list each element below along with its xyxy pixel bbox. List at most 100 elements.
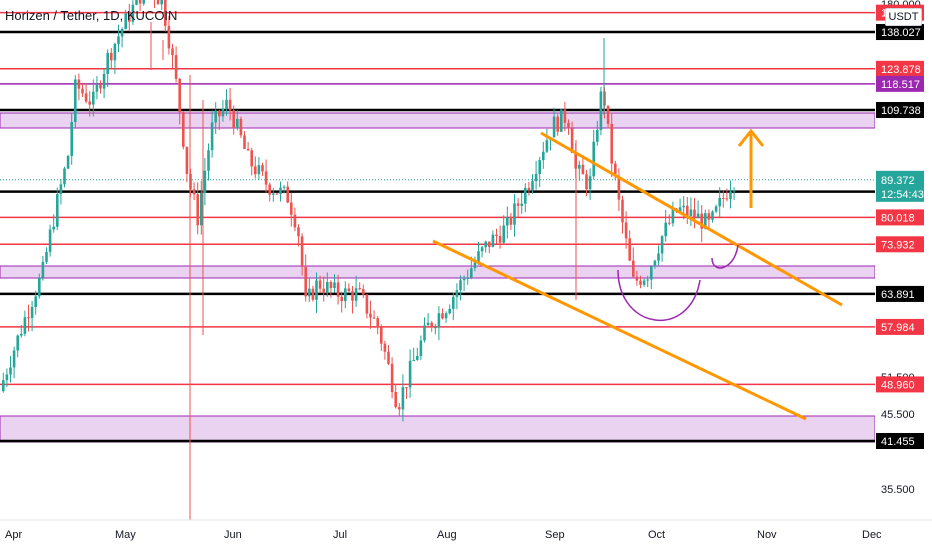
target-arrow-head <box>737 128 765 147</box>
candle-body <box>27 317 30 319</box>
chart-title: Horizen / Tether, 1D, KUCOIN <box>5 8 178 23</box>
candle-body <box>545 140 549 152</box>
candle-body <box>102 73 106 89</box>
candle-body <box>218 110 221 117</box>
candle-body <box>473 262 477 269</box>
candle-body <box>106 52 109 74</box>
candle-body <box>462 278 466 281</box>
candle-body <box>729 191 732 200</box>
candle-body <box>495 234 498 237</box>
candle-body <box>502 225 505 243</box>
level-price-label: 73.932 <box>881 239 915 251</box>
level-price-label: 80.018 <box>881 212 915 224</box>
level-price-label: 138.027 <box>881 27 921 39</box>
candle-body <box>527 187 531 191</box>
candle-body <box>531 181 534 191</box>
candle-body <box>437 313 441 328</box>
candle-body <box>124 13 127 30</box>
candle-body <box>542 151 545 161</box>
candle-body <box>419 340 423 357</box>
candle-body <box>228 99 232 111</box>
level-price-badge <box>876 102 924 119</box>
candle-body <box>534 173 538 182</box>
candle-body <box>135 0 138 5</box>
candle-body <box>552 116 556 138</box>
candle-body <box>678 207 682 212</box>
candle-body <box>689 209 693 217</box>
level-price-badge <box>876 60 924 77</box>
candle-body <box>732 190 736 192</box>
candle-body <box>426 322 430 326</box>
candle-body <box>171 48 174 56</box>
candle-body <box>444 313 448 319</box>
candle-body <box>250 150 253 167</box>
candle-body <box>632 260 635 277</box>
candle-body <box>48 229 52 252</box>
candle-body <box>599 91 603 130</box>
time-tick-label: Jun <box>224 529 242 541</box>
candle-body <box>182 112 185 147</box>
level-price-badge <box>876 75 924 92</box>
candle-body <box>322 288 325 294</box>
level-price-badge <box>876 318 924 335</box>
candle-body <box>2 380 5 392</box>
level-price-badge <box>876 433 924 449</box>
level-price-label: 109.738 <box>881 105 921 117</box>
candle-body <box>254 166 257 175</box>
time-tick-label: Oct <box>648 529 665 541</box>
candle-body <box>315 280 318 300</box>
zone-band <box>0 415 876 443</box>
candle-body <box>297 227 300 237</box>
candle-body <box>718 197 721 207</box>
candle-body <box>606 105 610 124</box>
candle-body <box>326 281 329 294</box>
candle-body <box>369 313 372 318</box>
candle-body <box>52 226 55 230</box>
candle-body <box>588 176 592 190</box>
candle-body <box>408 360 412 388</box>
candle-body <box>333 282 336 289</box>
candle-body <box>592 141 595 177</box>
candle-body <box>635 276 639 281</box>
candle-body <box>401 387 405 410</box>
candle-body <box>455 290 459 297</box>
candle-body <box>88 101 91 105</box>
candle-body <box>448 308 451 314</box>
candle-body <box>243 135 246 149</box>
time-tick-label: Nov <box>757 529 777 541</box>
candle-body <box>192 189 196 195</box>
candle-body <box>293 214 297 228</box>
currency-button[interactable]: USDT <box>885 8 922 26</box>
candle-body <box>660 236 664 254</box>
candle-body <box>362 289 365 295</box>
candle-body <box>59 184 63 195</box>
candle-body <box>336 282 340 297</box>
candle-body <box>714 206 718 212</box>
time-tick-label: Sep <box>545 529 565 541</box>
candle-body <box>556 116 559 132</box>
candle-body <box>434 327 437 329</box>
candle-body <box>99 84 102 89</box>
candle-body <box>16 335 19 351</box>
candle-body <box>120 29 124 37</box>
candle-body <box>693 209 696 219</box>
time-axis[interactable]: Apr May Jun Jul Aug Sep Oct Nov Dec <box>0 519 932 541</box>
candle-body <box>203 170 207 193</box>
price-axis[interactable]: 180.000100.00051.50045.50035.500159.4871… <box>875 0 932 550</box>
candle-body <box>578 164 581 169</box>
candle-body <box>196 194 199 226</box>
candle-body <box>56 194 59 227</box>
candle-body <box>156 0 160 5</box>
level-price-badge <box>876 236 924 253</box>
candle-body <box>372 317 376 319</box>
candle-body <box>412 359 415 361</box>
candle-body <box>347 288 351 292</box>
candle-body <box>390 363 394 393</box>
candle-body <box>160 0 163 5</box>
candle-body <box>423 325 426 341</box>
candle-body <box>178 78 181 113</box>
candle-body <box>164 0 167 26</box>
candle-body <box>210 122 214 151</box>
drawings <box>432 128 843 421</box>
